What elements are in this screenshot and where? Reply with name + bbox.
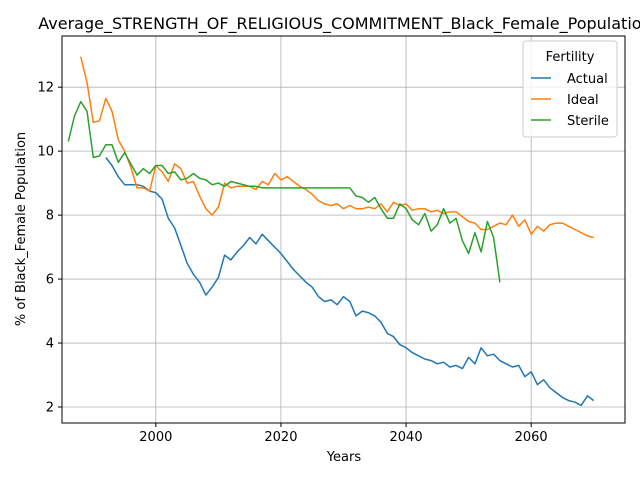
y-tick-label: 8 [46,209,54,224]
chart-title: Average_STRENGTH_OF_RELIGIOUS_COMMITMENT… [38,14,640,34]
y-tick-label: 12 [37,81,54,96]
y-tick-label: 6 [46,273,54,288]
x-tick-label: 2060 [515,430,548,445]
legend-title: Fertility [546,50,595,65]
y-tick-label: 2 [46,401,54,416]
legend-label-sterile: Sterile [567,114,609,129]
x-tick-label: 2040 [390,430,423,445]
legend: Fertility Actual Ideal Sterile [523,41,617,137]
y-tick-label: 10 [37,145,54,160]
y-axis-title: % of Black_Female Population [14,132,29,326]
x-axis-title: Years [326,450,362,465]
legend-label-actual: Actual [567,72,608,87]
y-tick-label: 4 [46,337,54,352]
legend-label-ideal: Ideal [567,93,599,108]
x-tick-label: 2000 [139,430,172,445]
x-tick-label: 2020 [264,430,297,445]
